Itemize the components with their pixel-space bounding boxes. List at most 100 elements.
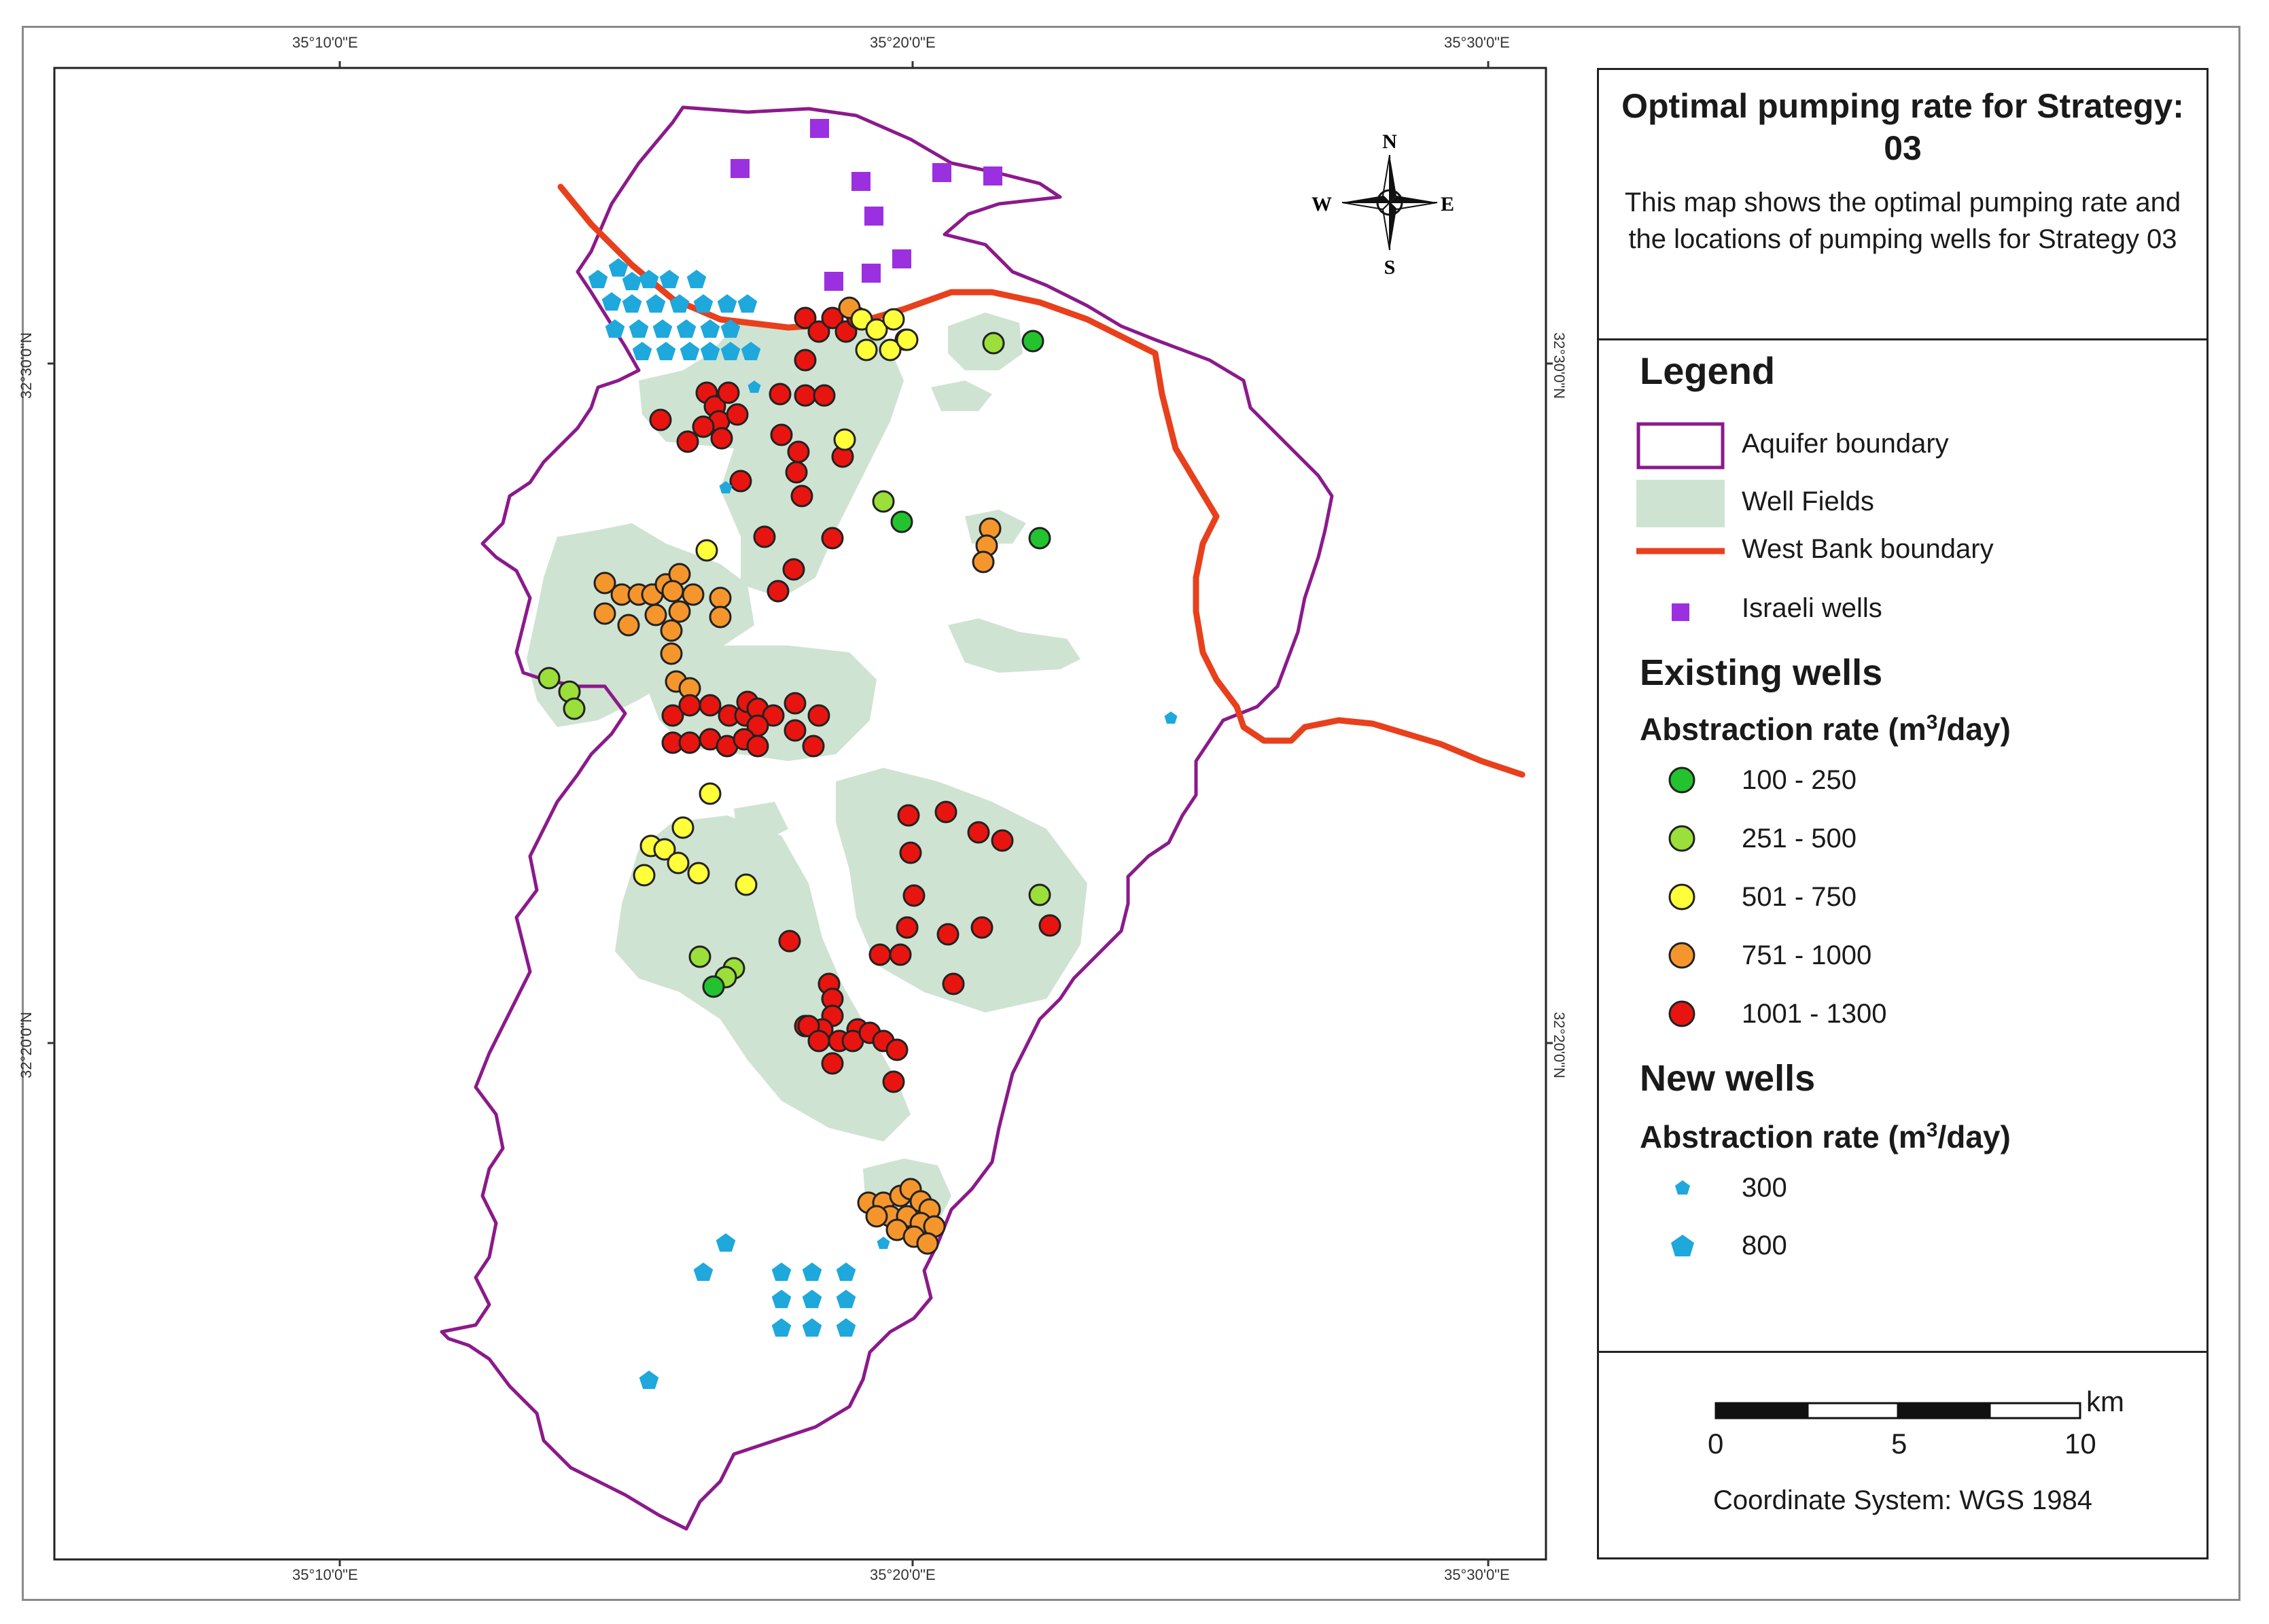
existing-well-83 xyxy=(784,719,807,742)
existing-well-91 xyxy=(667,851,690,875)
bottom-axis-label-3: 35°30'0"E xyxy=(1444,1566,1510,1583)
existing-well-19 xyxy=(770,423,793,446)
existing-well-20 xyxy=(787,440,810,463)
new-well-39 xyxy=(802,1318,822,1337)
scale-tick-0: 0 xyxy=(1708,1428,1724,1460)
class-symbol-3 xyxy=(1668,883,1695,911)
existing-well-37 xyxy=(896,328,919,351)
existing-well-6 xyxy=(794,349,817,372)
new-well-41 xyxy=(639,1371,659,1390)
existing-well-45 xyxy=(1028,527,1051,550)
existing-well-90 xyxy=(653,838,676,861)
new-well-23 xyxy=(700,342,720,361)
existing-well-77 xyxy=(807,704,830,727)
graticule-ticks xyxy=(48,61,1553,1566)
well-fields-symbol xyxy=(1636,480,1725,527)
existing-well-62 xyxy=(660,642,683,665)
new-well-12 xyxy=(717,294,737,313)
existing-well-27 xyxy=(782,558,805,581)
page-frame xyxy=(22,26,2240,1601)
existing-well-93 xyxy=(687,862,710,885)
new-well-30 xyxy=(716,1233,736,1252)
existing-well-100 xyxy=(934,800,957,824)
existing-well-47 xyxy=(593,571,616,595)
new-well-34 xyxy=(836,1263,856,1282)
legend-panel: Optimal pumping rate for Strategy: 03 Th… xyxy=(1597,68,2209,1559)
existing-well-21 xyxy=(785,461,808,484)
new-well-22 xyxy=(680,342,700,361)
new-well-4 xyxy=(639,270,659,289)
existing-well-46 xyxy=(695,539,718,562)
scale-tick-10: 10 xyxy=(2064,1428,2096,1460)
existing-well-98 xyxy=(702,975,725,998)
compass-n: N xyxy=(1382,130,1397,153)
existing-well-12 xyxy=(717,381,740,404)
existing-well-25 xyxy=(753,525,776,548)
aquifer-boundary xyxy=(440,105,1334,1531)
existing-well-121 xyxy=(807,1029,830,1053)
existing-well-31 xyxy=(865,318,888,341)
existing-well-41 xyxy=(890,510,913,533)
existing-well-104 xyxy=(902,884,926,907)
legend-aquifer-label: Aquifer boundary xyxy=(1742,429,1949,459)
existing-well-38 xyxy=(982,332,1005,355)
new-well-33 xyxy=(802,1263,822,1282)
new-well-16 xyxy=(652,319,673,338)
new-class-label-1: 300 xyxy=(1742,1173,1787,1203)
new-well-27 xyxy=(719,481,733,494)
class-label-3: 501 - 750 xyxy=(1742,882,1857,912)
existing-well-15 xyxy=(676,430,699,453)
new-well-40 xyxy=(836,1318,856,1337)
new-well-37 xyxy=(836,1290,856,1309)
compass-w: W xyxy=(1312,193,1332,215)
existing-well-60 xyxy=(644,603,667,626)
existing-well-39 xyxy=(1021,330,1044,353)
existing-well-61 xyxy=(660,619,683,642)
new-well-24 xyxy=(720,342,741,361)
new-well-18 xyxy=(700,319,720,338)
existing-well-18 xyxy=(710,427,733,450)
existing-well-40 xyxy=(872,490,895,513)
existing-well-76 xyxy=(784,692,807,715)
existing-well-16 xyxy=(649,408,672,431)
existing-well-14 xyxy=(692,415,715,438)
new-wells-heading: New wells xyxy=(1640,1058,1816,1099)
class-symbol-2 xyxy=(1668,825,1695,852)
existing-well-67 xyxy=(563,697,586,720)
existing-well-82 xyxy=(746,735,769,758)
existing-well-108 xyxy=(1038,914,1061,937)
new-well-10 xyxy=(669,294,690,313)
existing-well-109 xyxy=(868,943,892,966)
new-well-11 xyxy=(693,294,714,313)
new-well-7 xyxy=(601,292,622,311)
scale-box: km 0 5 10 Coordinate System: WGS 1984 xyxy=(1599,1353,2206,1557)
legend-well-fields-label: Well Fields xyxy=(1742,487,1874,516)
existing-well-94 xyxy=(735,873,758,896)
israeli-wells-symbol xyxy=(1672,603,1689,621)
new-well-19 xyxy=(720,319,741,338)
existing-well-56 xyxy=(709,586,732,610)
existing-well-113 xyxy=(778,930,801,953)
west-bank-symbol xyxy=(1636,548,1725,554)
existing-well-110 xyxy=(889,943,912,966)
existing-well-34 xyxy=(855,338,878,361)
class-label-4: 751 - 1000 xyxy=(1742,940,1872,970)
new-well-36 xyxy=(802,1290,822,1309)
existing-rate-label: Abstraction rate (m3/day) xyxy=(1640,711,2011,747)
existing-well-36 xyxy=(833,428,856,451)
new-well-800-symbol xyxy=(1671,1235,1694,1256)
existing-well-7 xyxy=(769,383,792,406)
existing-well-95 xyxy=(688,945,711,968)
existing-well-84 xyxy=(802,735,825,758)
existing-well-57 xyxy=(709,605,732,629)
existing-well-1 xyxy=(794,306,817,330)
new-well-28 xyxy=(1164,711,1178,724)
existing-well-103 xyxy=(899,841,922,864)
new-well-17 xyxy=(676,319,697,338)
existing-well-142 xyxy=(916,1232,939,1255)
existing-well-127 xyxy=(821,1052,844,1075)
north-arrow: N S W E xyxy=(1312,130,1454,279)
new-well-25 xyxy=(741,342,761,361)
new-well-300-symbol xyxy=(1675,1180,1690,1195)
top-axis-label-1: 35°10'0"E xyxy=(292,34,358,51)
